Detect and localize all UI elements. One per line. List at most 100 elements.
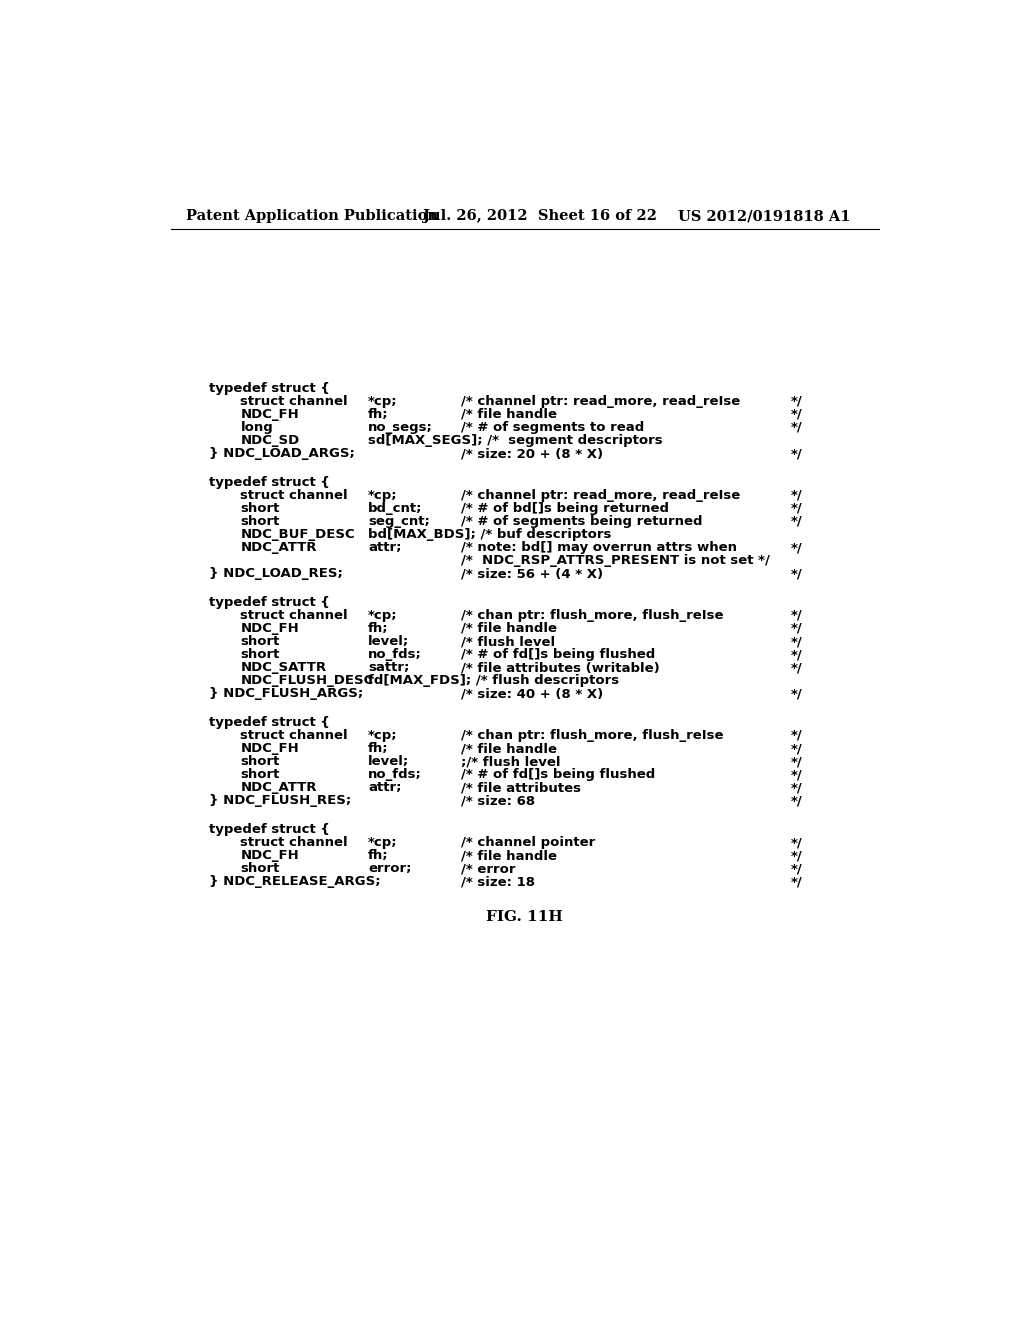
Text: */: */ [791, 742, 803, 755]
Text: no_fds;: no_fds; [369, 648, 422, 661]
Text: */: */ [791, 875, 803, 888]
Text: no_segs;: no_segs; [369, 421, 433, 434]
Text: /* # of fd[]s being flushed: /* # of fd[]s being flushed [461, 768, 655, 781]
Text: */: */ [791, 688, 803, 701]
Text: short: short [241, 755, 280, 768]
Text: struct channel: struct channel [241, 836, 348, 849]
Text: short: short [241, 648, 280, 661]
Text: */: */ [791, 447, 803, 461]
Text: } NDC_FLUSH_ARGS;: } NDC_FLUSH_ARGS; [209, 688, 364, 701]
Text: */: */ [791, 515, 803, 528]
Text: /* file handle: /* file handle [461, 622, 557, 635]
Text: NDC_BUF_DESC: NDC_BUF_DESC [241, 528, 355, 541]
Text: */: */ [791, 795, 803, 808]
Text: } NDC_LOAD_RES;: } NDC_LOAD_RES; [209, 568, 343, 581]
Text: struct channel: struct channel [241, 395, 348, 408]
Text: typedef struct {: typedef struct { [209, 381, 331, 395]
Text: */: */ [791, 836, 803, 849]
Text: NDC_SD: NDC_SD [241, 434, 300, 447]
Text: attr;: attr; [369, 781, 401, 795]
Text: /* # of segments being returned: /* # of segments being returned [461, 515, 702, 528]
Text: no_fds;: no_fds; [369, 768, 422, 781]
Text: struct channel: struct channel [241, 488, 348, 502]
Text: /* chan ptr: flush_more, flush_reIse: /* chan ptr: flush_more, flush_reIse [461, 729, 724, 742]
Text: */: */ [791, 395, 803, 408]
Text: NDC_FH: NDC_FH [241, 849, 299, 862]
Text: Patent Application Publication: Patent Application Publication [186, 209, 438, 223]
Text: */: */ [791, 849, 803, 862]
Text: */: */ [791, 421, 803, 434]
Text: /* file handle: /* file handle [461, 849, 557, 862]
Text: struct channel: struct channel [241, 729, 348, 742]
Text: */: */ [791, 635, 803, 648]
Text: */: */ [791, 609, 803, 622]
Text: */: */ [791, 781, 803, 795]
Text: fh;: fh; [369, 408, 389, 421]
Text: level;: level; [369, 635, 410, 648]
Text: fh;: fh; [369, 622, 389, 635]
Text: /* # of bd[]s being returned: /* # of bd[]s being returned [461, 502, 670, 515]
Text: short: short [241, 502, 280, 515]
Text: struct channel: struct channel [241, 609, 348, 622]
Text: typedef struct {: typedef struct { [209, 715, 331, 729]
Text: */: */ [791, 755, 803, 768]
Text: */: */ [791, 862, 803, 875]
Text: */: */ [791, 661, 803, 675]
Text: fh;: fh; [369, 849, 389, 862]
Text: NDC_ATTR: NDC_ATTR [241, 541, 316, 554]
Text: NDC_FH: NDC_FH [241, 622, 299, 635]
Text: *cp;: *cp; [369, 729, 398, 742]
Text: *cp;: *cp; [369, 836, 398, 849]
Text: short: short [241, 515, 280, 528]
Text: level;: level; [369, 755, 410, 768]
Text: /* chan ptr: flush_more, flush_reIse: /* chan ptr: flush_more, flush_reIse [461, 609, 724, 622]
Text: /* # of segments to read: /* # of segments to read [461, 421, 644, 434]
Text: */: */ [791, 729, 803, 742]
Text: FIG. 11H: FIG. 11H [486, 909, 563, 924]
Text: typedef struct {: typedef struct { [209, 475, 331, 488]
Text: /* error: /* error [461, 862, 516, 875]
Text: /*  NDC_RSP_ATTRS_PRESENT is not set */: /* NDC_RSP_ATTRS_PRESENT is not set */ [461, 554, 770, 568]
Text: */: */ [791, 488, 803, 502]
Text: /* channel ptr: read_more, read_reIse: /* channel ptr: read_more, read_reIse [461, 488, 740, 502]
Text: *cp;: *cp; [369, 488, 398, 502]
Text: NDC_FLUSH_DESC: NDC_FLUSH_DESC [241, 675, 374, 688]
Text: */: */ [791, 408, 803, 421]
Text: typedef struct {: typedef struct { [209, 822, 331, 836]
Text: sd[MAX_SEGS]; /*  segment descriptors: sd[MAX_SEGS]; /* segment descriptors [369, 434, 663, 447]
Text: *cp;: *cp; [369, 609, 398, 622]
Text: /* size: 20 + (8 * X): /* size: 20 + (8 * X) [461, 447, 603, 461]
Text: /* size: 68: /* size: 68 [461, 795, 536, 808]
Text: /* file attributes: /* file attributes [461, 781, 582, 795]
Text: bd[MAX_BDS]; /* buf descriptors: bd[MAX_BDS]; /* buf descriptors [369, 528, 611, 541]
Text: /* flush level: /* flush level [461, 635, 555, 648]
Text: NDC_SATTR: NDC_SATTR [241, 661, 327, 675]
Text: sattr;: sattr; [369, 661, 410, 675]
Text: *cp;: *cp; [369, 395, 398, 408]
Text: /* size: 18: /* size: 18 [461, 875, 536, 888]
Text: NDC_FH: NDC_FH [241, 742, 299, 755]
Text: */: */ [791, 502, 803, 515]
Text: */: */ [791, 568, 803, 581]
Text: /* file attributes (writable): /* file attributes (writable) [461, 661, 660, 675]
Text: /* file handle: /* file handle [461, 408, 557, 421]
Text: fh;: fh; [369, 742, 389, 755]
Text: /* # of fd[]s being flushed: /* # of fd[]s being flushed [461, 648, 655, 661]
Text: } NDC_LOAD_ARGS;: } NDC_LOAD_ARGS; [209, 447, 355, 461]
Text: Jul. 26, 2012  Sheet 16 of 22: Jul. 26, 2012 Sheet 16 of 22 [423, 209, 656, 223]
Text: */: */ [791, 768, 803, 781]
Text: */: */ [791, 622, 803, 635]
Text: US 2012/0191818 A1: US 2012/0191818 A1 [678, 209, 851, 223]
Text: } NDC_FLUSH_RES;: } NDC_FLUSH_RES; [209, 795, 351, 808]
Text: */: */ [791, 648, 803, 661]
Text: ;/* flush level: ;/* flush level [461, 755, 561, 768]
Text: /* size: 56 + (4 * X): /* size: 56 + (4 * X) [461, 568, 603, 581]
Text: */: */ [791, 541, 803, 554]
Text: fd[MAX_FDS]; /* flush descriptors: fd[MAX_FDS]; /* flush descriptors [369, 675, 620, 688]
Text: long: long [241, 421, 273, 434]
Text: seg_cnt;: seg_cnt; [369, 515, 430, 528]
Text: /* channel pointer: /* channel pointer [461, 836, 596, 849]
Text: typedef struct {: typedef struct { [209, 595, 331, 609]
Text: attr;: attr; [369, 541, 401, 554]
Text: /* size: 40 + (8 * X): /* size: 40 + (8 * X) [461, 688, 603, 701]
